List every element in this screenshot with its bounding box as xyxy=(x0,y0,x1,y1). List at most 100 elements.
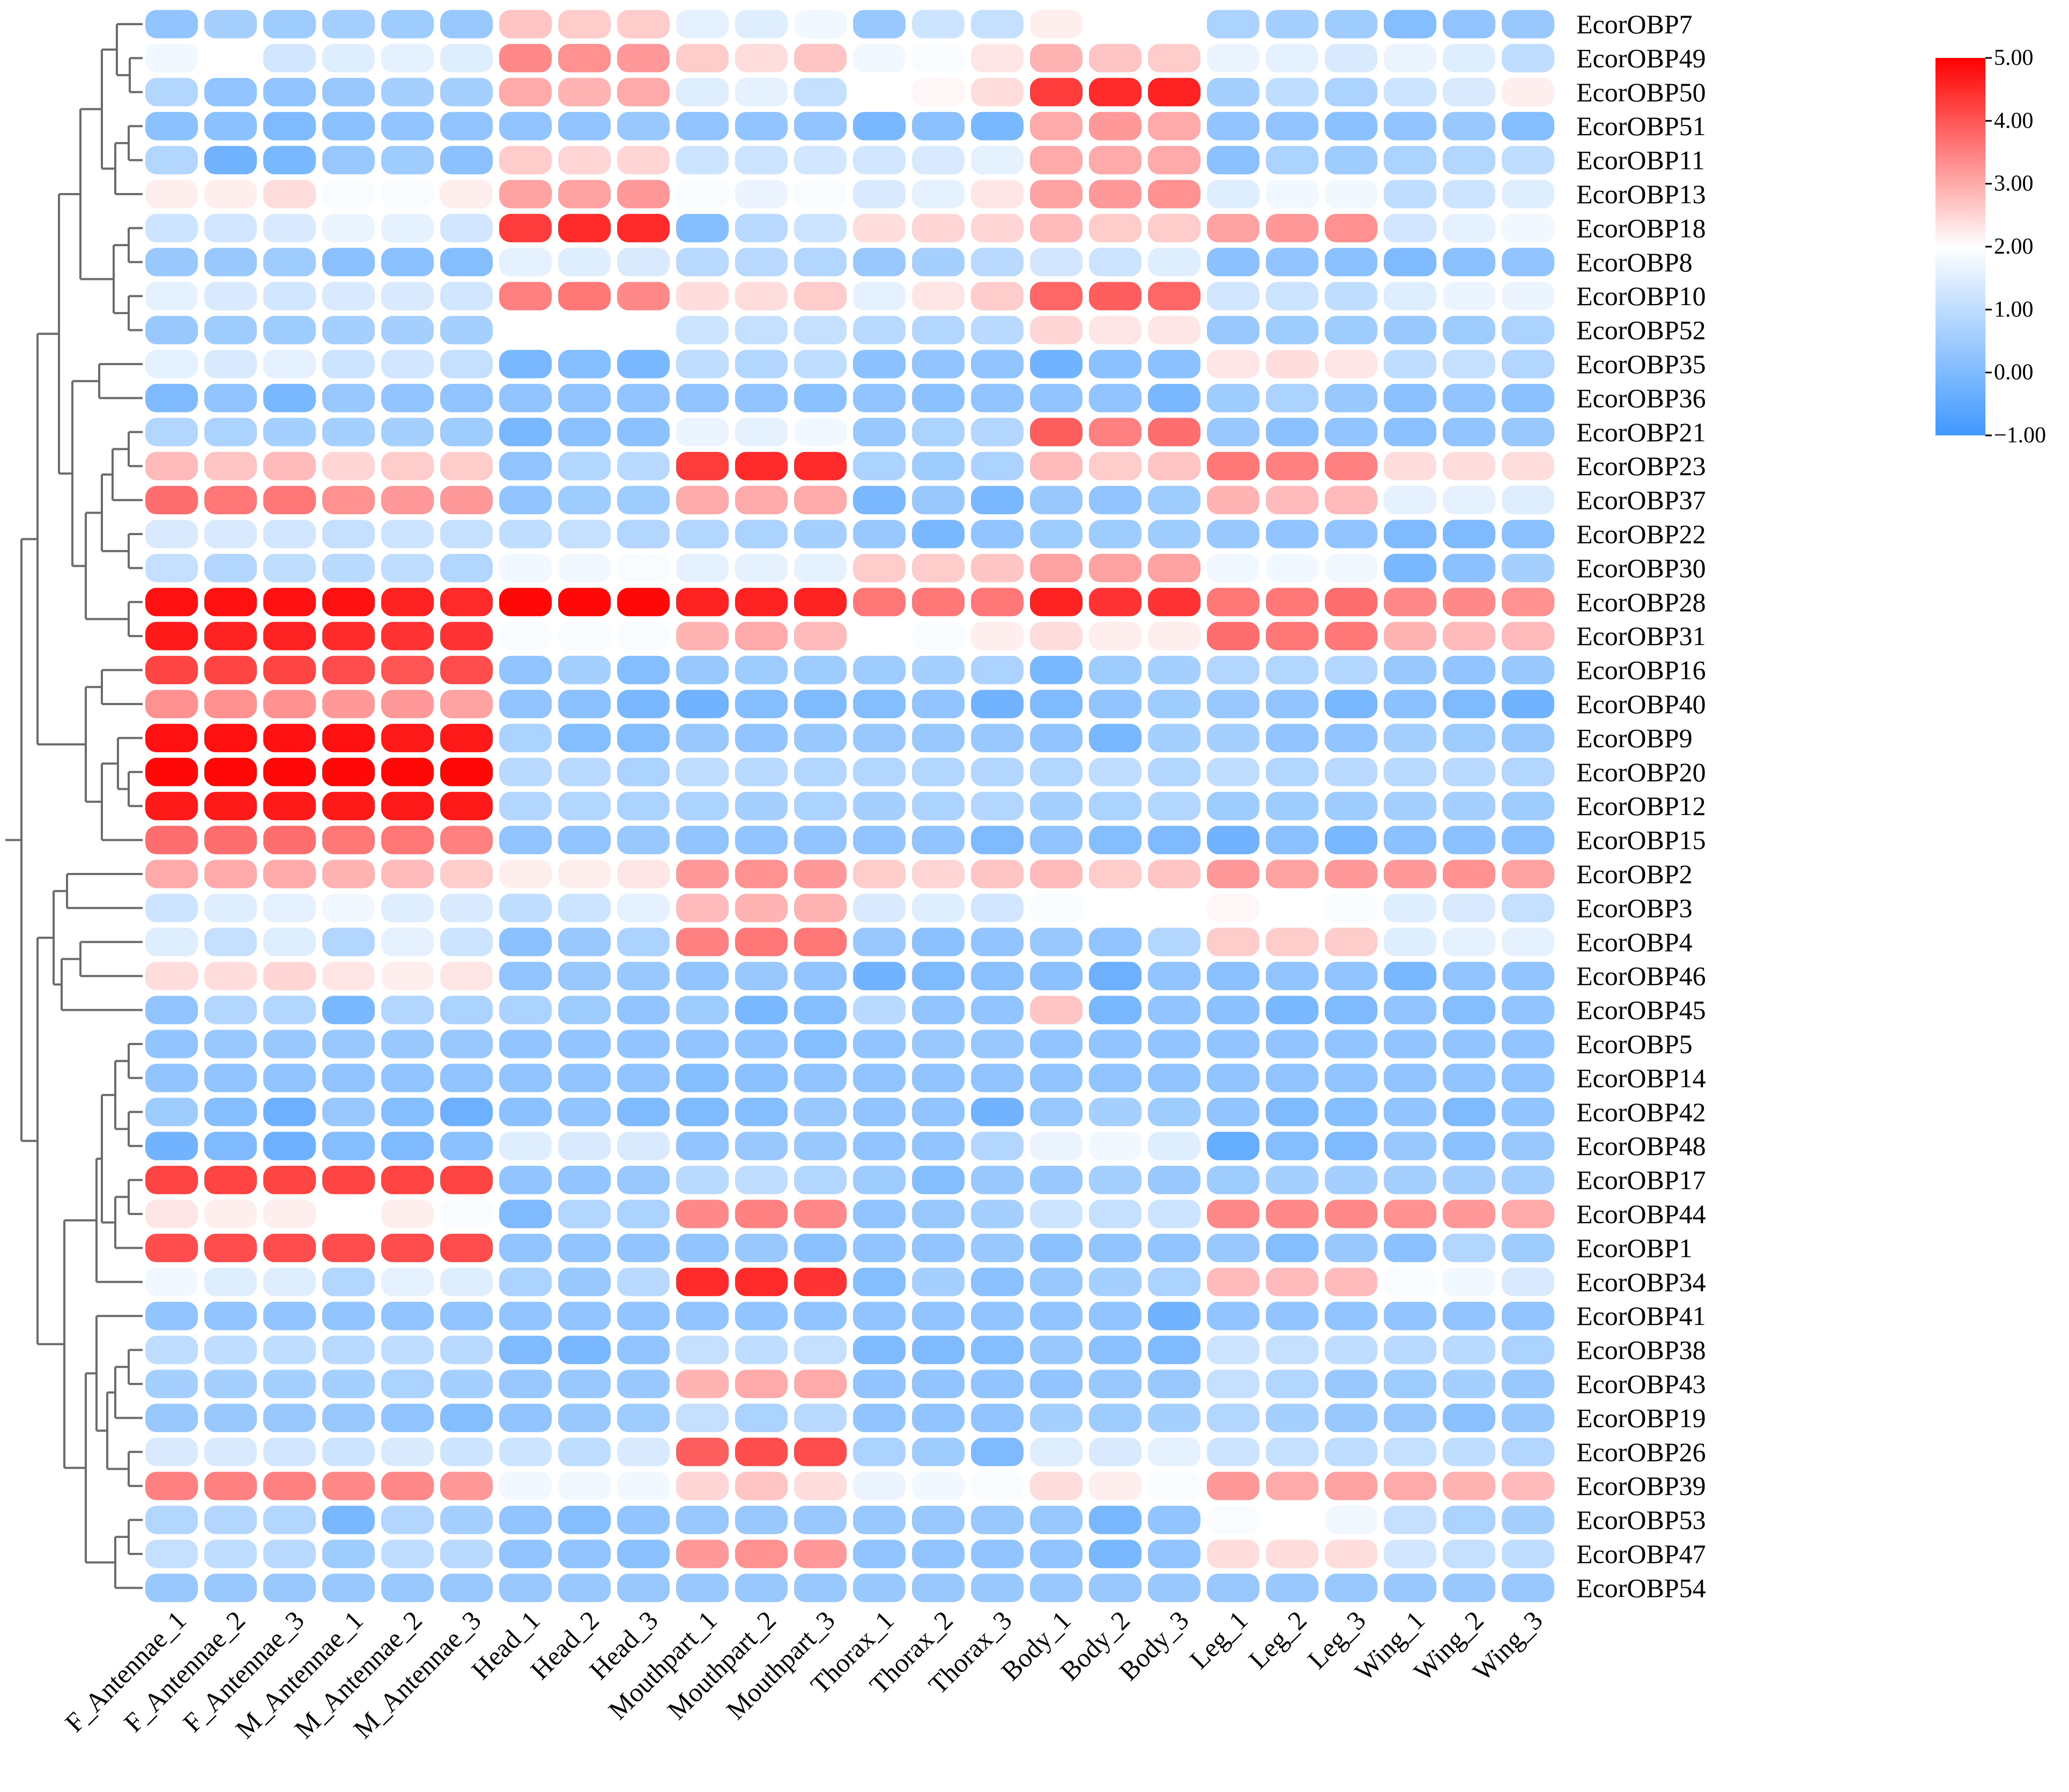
heatmap-cell xyxy=(558,656,611,685)
heatmap-cell xyxy=(794,1131,847,1160)
heatmap-cell xyxy=(204,10,257,39)
heatmap-cell xyxy=(1207,928,1259,957)
heatmap-cell xyxy=(204,893,257,922)
heatmap-cell xyxy=(853,1166,906,1195)
heatmap-cell xyxy=(794,621,847,650)
heatmap-cell xyxy=(558,486,611,515)
heatmap-cell xyxy=(440,1438,493,1467)
heatmap-cell xyxy=(853,723,906,752)
heatmap-cell xyxy=(1089,1233,1141,1262)
heatmap-cell xyxy=(912,316,965,345)
heatmap-cell xyxy=(1207,418,1259,447)
heatmap-cell xyxy=(1443,180,1495,209)
heatmap-cell xyxy=(1148,112,1200,140)
heatmap-cell xyxy=(1148,1301,1200,1330)
heatmap-cell xyxy=(735,78,788,107)
heatmap-cell xyxy=(440,1233,493,1262)
heatmap-cell xyxy=(263,1166,316,1195)
heatmap-cell xyxy=(794,418,847,447)
heatmap-cell xyxy=(1030,1233,1082,1262)
heatmap-cell xyxy=(1266,1438,1318,1467)
heatmap-cell xyxy=(912,383,965,412)
heatmap-cell xyxy=(1502,213,1554,242)
heatmap-cell xyxy=(558,996,611,1025)
heatmap-cell xyxy=(440,146,493,175)
heatmap-cell xyxy=(204,723,257,752)
heatmap-cell xyxy=(440,520,493,549)
heatmap-cell xyxy=(853,112,906,140)
heatmap-cell xyxy=(558,350,611,379)
heatmap-cell xyxy=(204,928,257,957)
heatmap-cell xyxy=(204,418,257,447)
heatmap-cell xyxy=(499,893,552,922)
heatmap-cell xyxy=(794,1301,847,1330)
heatmap-cell xyxy=(735,146,788,175)
heatmap-cell xyxy=(1207,1131,1259,1160)
heatmap-cell xyxy=(1207,656,1259,685)
heatmap-cell xyxy=(1384,350,1436,379)
heatmap-cell xyxy=(381,78,434,107)
heatmap-cell xyxy=(617,1471,670,1500)
heatmap-cell xyxy=(204,1233,257,1262)
heatmap-cell xyxy=(617,791,670,820)
row-label: EcorOBP31 xyxy=(1576,621,1706,651)
heatmap-cell xyxy=(440,996,493,1025)
heatmap-cell xyxy=(735,248,788,277)
heatmap-cell xyxy=(381,43,434,72)
heatmap-cell xyxy=(617,656,670,685)
heatmap-cell xyxy=(145,486,198,515)
heatmap-cell xyxy=(1325,1030,1377,1058)
row-label: EcorOBP36 xyxy=(1576,383,1706,413)
heatmap-cell xyxy=(617,282,670,310)
heatmap-cell xyxy=(1502,656,1554,685)
heatmap-cell xyxy=(912,146,965,175)
heatmap-cell xyxy=(1089,1438,1141,1467)
heatmap-cell xyxy=(204,621,257,650)
heatmap-cell xyxy=(1443,1199,1495,1228)
heatmap-cell xyxy=(853,928,906,957)
heatmap-cell xyxy=(617,588,670,617)
heatmap-cell xyxy=(617,893,670,922)
heatmap-cell xyxy=(1266,1063,1318,1092)
heatmap-cell xyxy=(1384,961,1436,990)
heatmap-cell xyxy=(676,78,729,107)
heatmap-cell xyxy=(853,43,906,72)
heatmap-cell xyxy=(912,1301,965,1330)
heatmap-cell xyxy=(1207,996,1259,1025)
heatmap-cell xyxy=(558,112,611,140)
heatmap-cell xyxy=(204,1369,257,1398)
heatmap-cell xyxy=(1148,350,1200,379)
heatmap-cell xyxy=(322,1131,375,1160)
row-label: EcorOBP7 xyxy=(1576,9,1693,39)
heatmap-cell xyxy=(558,248,611,277)
heatmap-cell xyxy=(1443,1369,1495,1398)
heatmap-cell xyxy=(322,1506,375,1535)
heatmap-cell xyxy=(1325,1403,1377,1432)
heatmap-cell xyxy=(1030,1063,1082,1092)
heatmap-cell xyxy=(1148,486,1200,515)
heatmap-cell xyxy=(499,588,552,617)
heatmap-cell xyxy=(1443,1336,1495,1365)
heatmap-cell xyxy=(1443,1166,1495,1195)
heatmap-cell xyxy=(1502,180,1554,209)
heatmap-cell xyxy=(1089,1199,1141,1228)
heatmap-cell xyxy=(1148,1131,1200,1160)
heatmap-cell xyxy=(676,928,729,957)
heatmap-cell xyxy=(145,690,198,719)
heatmap-cell xyxy=(617,826,670,855)
heatmap-cell xyxy=(1502,1030,1554,1058)
heatmap-cell xyxy=(1207,451,1259,480)
heatmap-cell xyxy=(1443,758,1495,787)
heatmap-cell xyxy=(1266,112,1318,140)
heatmap-cell xyxy=(676,656,729,685)
heatmap-cell xyxy=(1325,621,1377,650)
heatmap-cell xyxy=(499,282,552,310)
heatmap-cell xyxy=(322,43,375,72)
heatmap-cell xyxy=(617,486,670,515)
heatmap-cell xyxy=(204,1301,257,1330)
heatmap-cell xyxy=(1266,826,1318,855)
heatmap-cell xyxy=(1325,520,1377,549)
heatmap-cell xyxy=(381,418,434,447)
heatmap-cell xyxy=(1325,791,1377,820)
heatmap-cell xyxy=(1030,316,1082,345)
